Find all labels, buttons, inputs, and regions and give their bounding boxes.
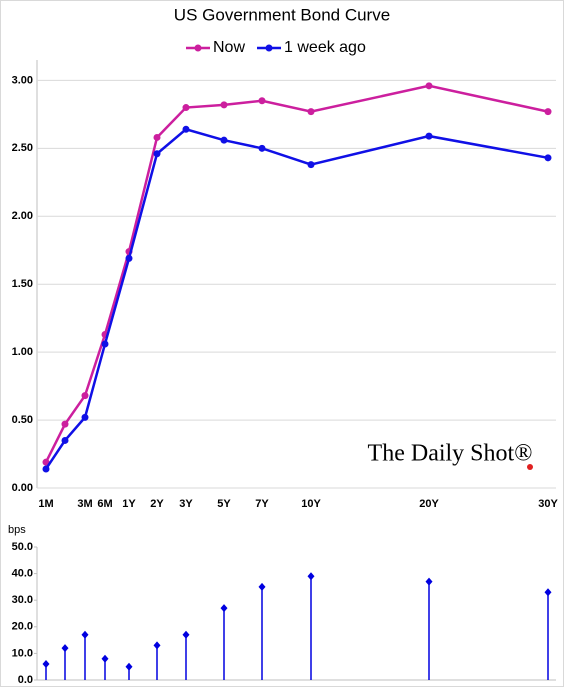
y-tick-label: 10.0 [12,647,33,659]
chart-title: US Government Bond Curve [174,5,390,24]
point [258,144,266,152]
point [81,392,89,400]
point [153,150,161,158]
x-tick-label: 20Y [419,498,439,510]
y-tick-label: 0.0 [18,674,33,686]
x-tick-label: 2Y [150,498,164,510]
point [220,101,228,109]
stem-marker [182,630,190,639]
stem-marker [307,572,315,581]
stem-marker [61,644,69,653]
point [81,413,89,421]
stem-marker [153,641,161,650]
x-tick-label: 6M [97,498,112,510]
stem-marker [544,588,552,597]
point [220,136,228,144]
stem-marker [220,604,228,613]
y-tick-label: 1.00 [12,346,33,358]
series-line [44,127,549,470]
point [153,133,161,141]
point [182,104,190,112]
point [42,465,50,473]
y-tick-label: 40.0 [12,568,33,580]
point [307,161,315,169]
point [258,97,266,105]
point [425,132,433,140]
point [42,458,50,466]
stem-marker [101,654,109,663]
y-tick-label: 2.00 [12,210,33,222]
x-tick-label: 10Y [301,498,321,510]
stem-marker [125,662,133,671]
point [61,420,69,428]
stem-marker [42,660,50,669]
stem-marker [258,582,266,591]
stem-marker [425,577,433,586]
point [425,82,433,90]
point [544,108,552,116]
watermark-dot [527,464,533,470]
y-tick-label: 3.00 [12,74,33,86]
x-tick-label: 30Y [538,498,558,510]
point [307,108,315,116]
x-tick-label: 3M [77,498,92,510]
x-tick-label: 3Y [179,498,193,510]
x-tick-label: 1M [38,498,53,510]
point [101,340,109,348]
x-tick-label: 1Y [122,498,136,510]
legend-label: 1 week ago [284,39,366,56]
series-line [44,84,549,463]
y-axis-title: bps [8,524,26,536]
legend-label: Now [213,39,245,56]
legend-marker [194,44,202,52]
point [182,125,190,133]
point [61,436,69,444]
legend-marker [265,44,273,52]
y-tick-label: 0.00 [12,482,33,494]
y-tick-label: 2.50 [12,142,33,154]
x-tick-label: 5Y [217,498,231,510]
y-tick-label: 1.50 [12,278,33,290]
y-tick-label: 0.50 [12,414,33,426]
y-tick-label: 30.0 [12,594,33,606]
point [544,154,552,162]
y-tick-label: 20.0 [12,621,33,633]
x-tick-label: 7Y [255,498,269,510]
y-tick-label: 50.0 [12,541,33,553]
watermark: The Daily Shot® [368,441,533,467]
point [125,254,133,262]
stem-marker [81,630,89,639]
